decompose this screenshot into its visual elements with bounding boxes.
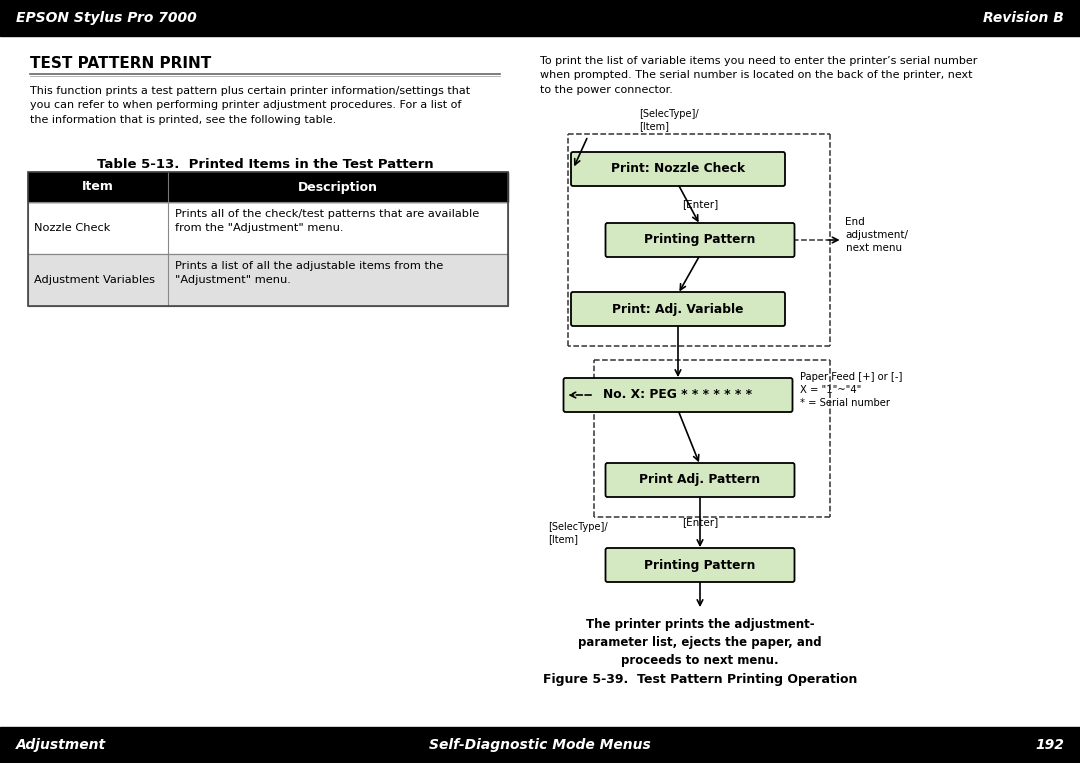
Text: [SelecType]/
[Item]: [SelecType]/ [Item] [548,522,608,543]
Text: End
adjustment/
next menu: End adjustment/ next menu [846,217,908,253]
Bar [28,202,508,254]
Text: To print the list of variable items you need to enter the printer’s serial numbe: To print the list of variable items you … [540,56,977,95]
Bar [0,0,1080,36]
Bar [28,254,508,306]
FancyBboxPatch shape [606,548,795,582]
Text: Table 5-13.  Printed Items in the Test Pattern: Table 5-13. Printed Items in the Test Pa… [97,158,433,171]
FancyBboxPatch shape [571,152,785,186]
Text: No. X: PEG * * * * * * *: No. X: PEG * * * * * * * [604,388,753,401]
Text: Nozzle Check: Nozzle Check [33,223,110,233]
Text: Printing Pattern: Printing Pattern [645,233,756,246]
Text: Printing Pattern: Printing Pattern [645,559,756,571]
Text: Item: Item [82,181,113,194]
Text: Self-Diagnostic Mode Menus: Self-Diagnostic Mode Menus [429,738,651,752]
FancyBboxPatch shape [564,378,793,412]
Bar [28,254,508,306]
Text: TEST PATTERN PRINT: TEST PATTERN PRINT [30,56,212,71]
FancyBboxPatch shape [606,463,795,497]
Bar [0,727,1080,763]
Text: This function prints a test pattern plus certain printer information/settings th: This function prints a test pattern plus… [30,86,470,125]
Text: Print: Adj. Variable: Print: Adj. Variable [612,302,744,315]
Text: Revision B: Revision B [983,11,1064,25]
FancyBboxPatch shape [606,223,795,257]
FancyBboxPatch shape [571,292,785,326]
Text: [Enter]: [Enter] [681,517,718,527]
Text: 192: 192 [1035,738,1064,752]
Text: The printer prints the adjustment-
parameter list, ejects the paper, and
proceed: The printer prints the adjustment- param… [578,618,822,667]
Text: Figure 5-39.  Test Pattern Printing Operation: Figure 5-39. Test Pattern Printing Opera… [543,673,858,686]
Text: EPSON Stylus Pro 7000: EPSON Stylus Pro 7000 [16,11,197,25]
Text: [SelecType]/
[Item]: [SelecType]/ [Item] [639,109,699,131]
Bar [28,202,508,254]
Text: Prints a list of all the adjustable items from the
"Adjustment" menu.: Prints a list of all the adjustable item… [175,261,443,285]
Text: Adjustment Variables: Adjustment Variables [33,275,156,285]
Text: Prints all of the check/test patterns that are available
from the "Adjustment" m: Prints all of the check/test patterns th… [175,209,480,233]
Text: Print Adj. Pattern: Print Adj. Pattern [639,474,760,487]
Text: Description: Description [298,181,378,194]
Text: Print: Nozzle Check: Print: Nozzle Check [611,163,745,175]
Text: Adjustment: Adjustment [16,738,106,752]
Text: Paper Feed [+] or [-]
X = "1"~"4"
* = Serial number: Paper Feed [+] or [-] X = "1"~"4" * = Se… [800,372,903,408]
Bar [28,172,508,202]
Text: [Enter]: [Enter] [681,199,718,210]
Bar [28,172,508,306]
